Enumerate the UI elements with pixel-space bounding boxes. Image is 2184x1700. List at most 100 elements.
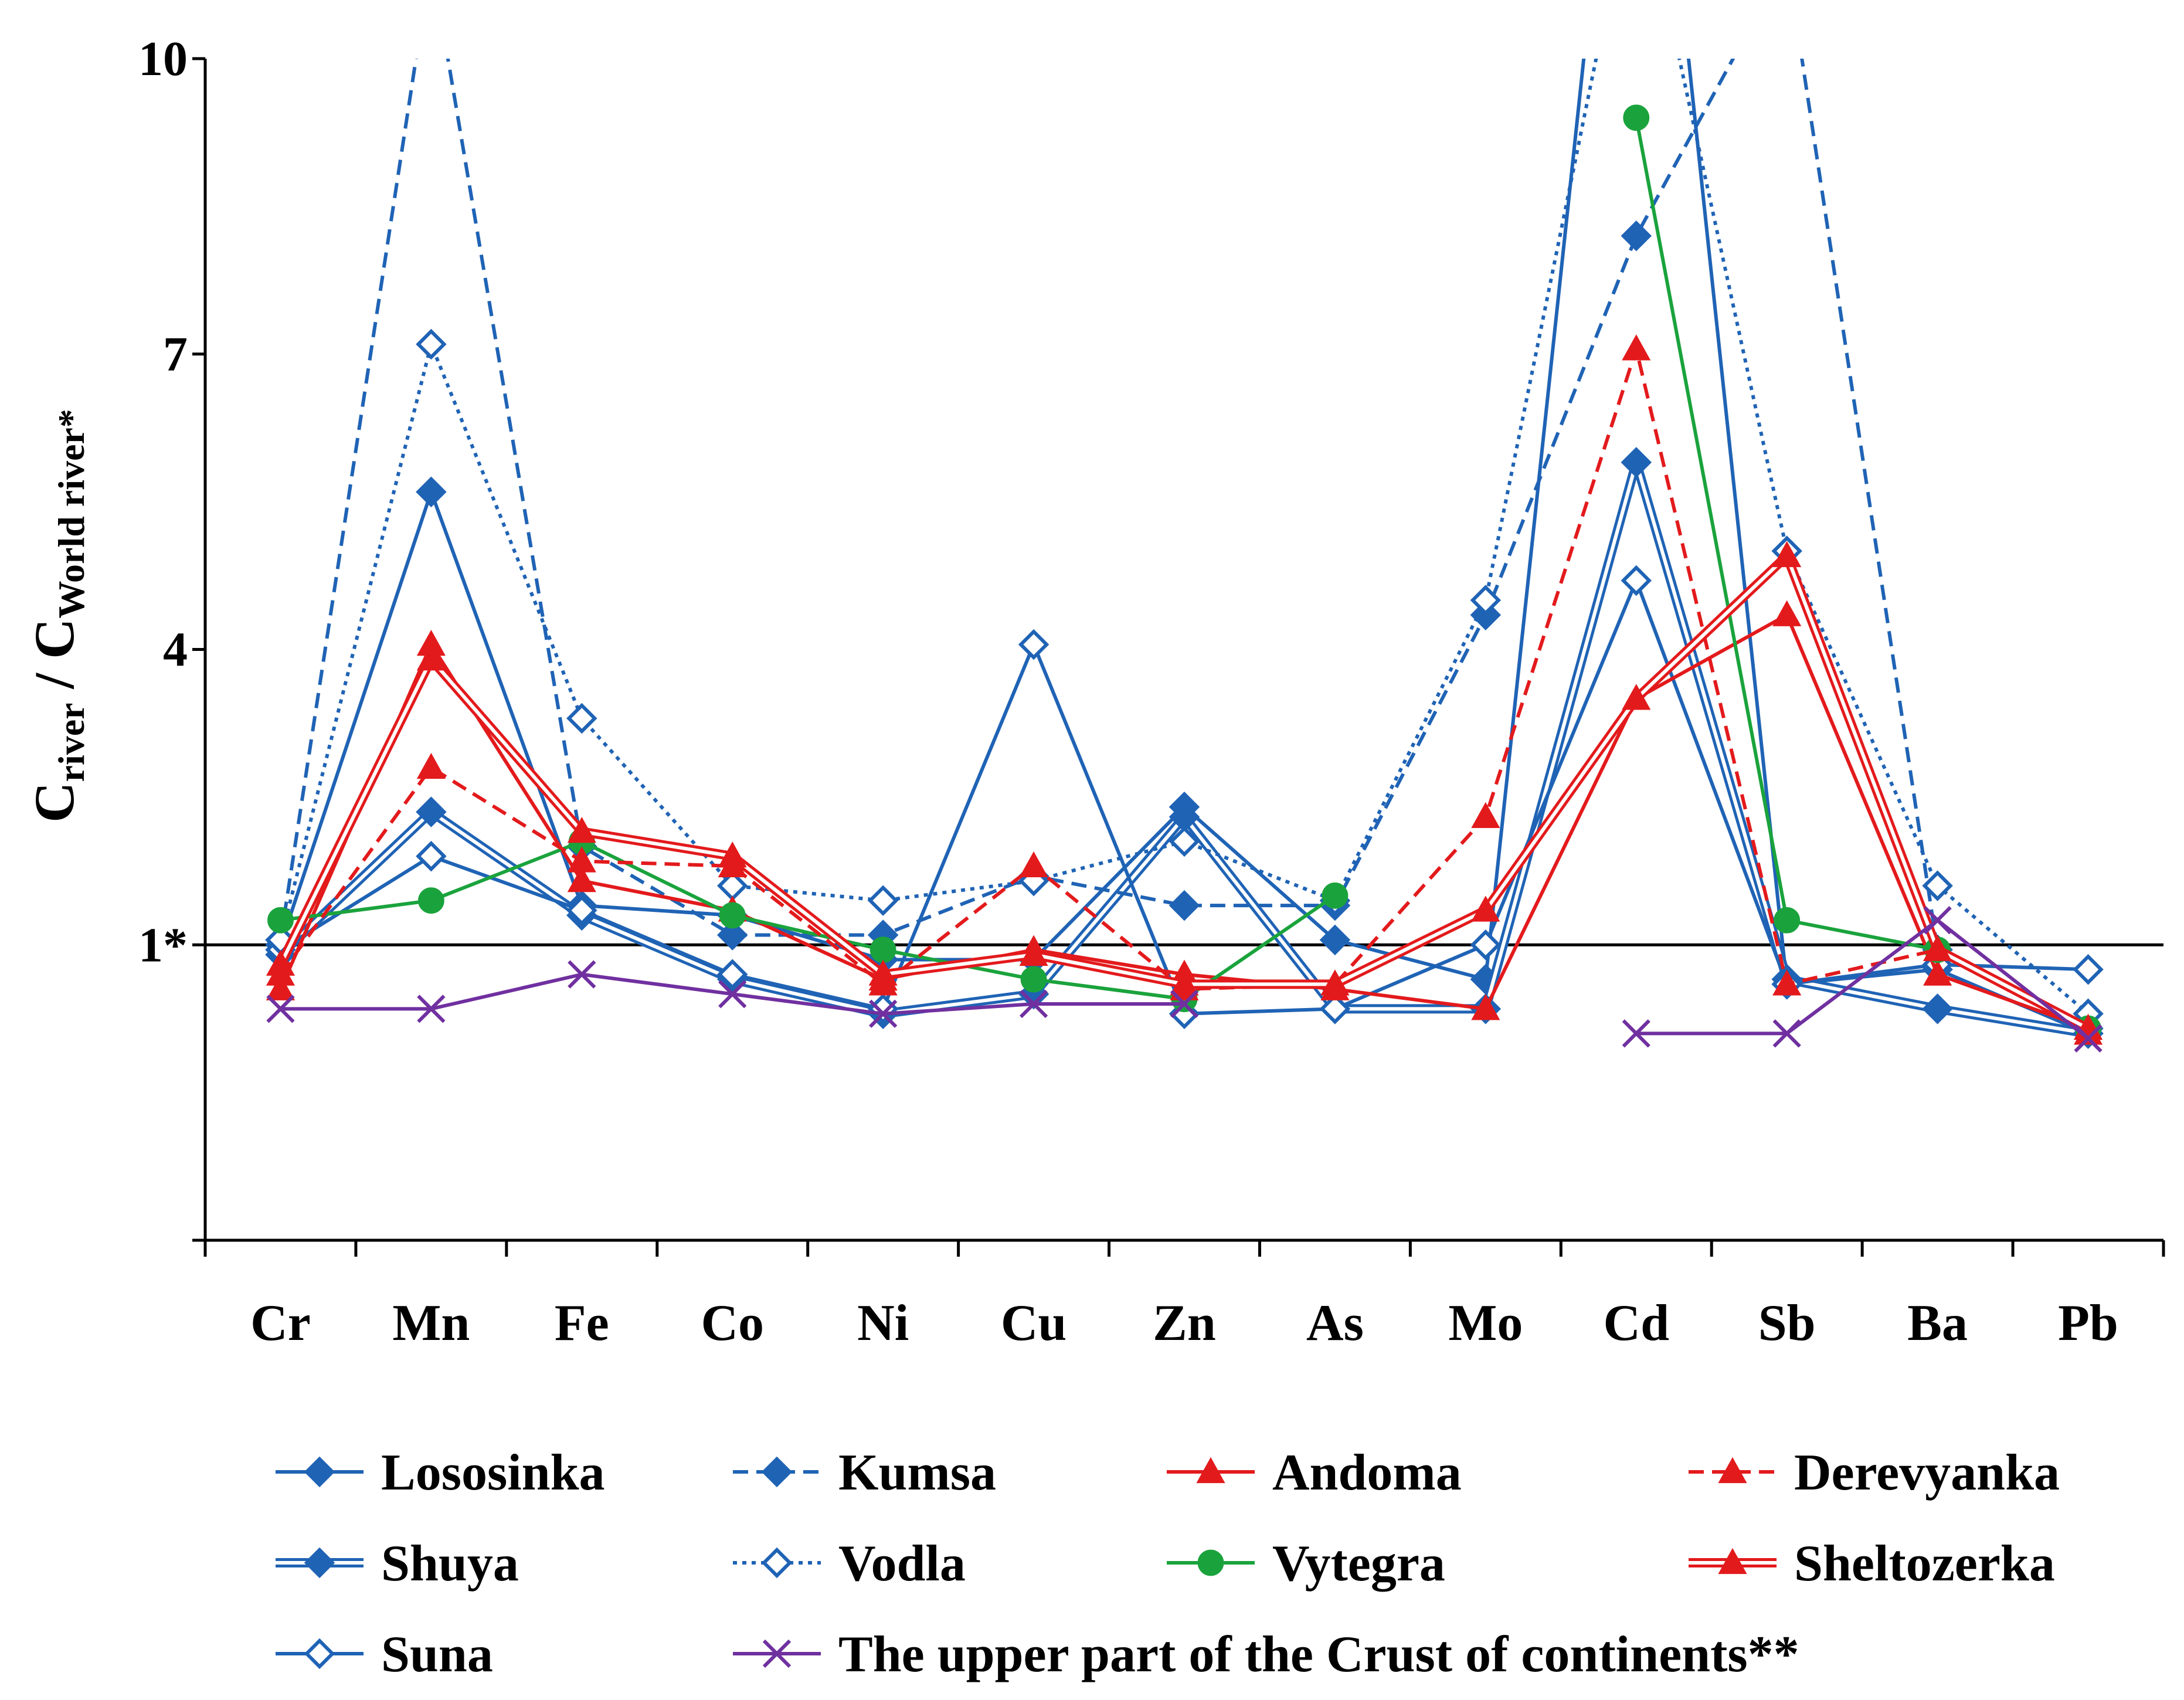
data-point [1621,565,1652,596]
data-point [1319,924,1351,956]
series-the-upper-part-of-the-crust-of-continents [266,906,2103,1053]
data-point [304,1638,335,1670]
series-vytegra [267,104,2101,1042]
legend-item-vodla: Vodla [733,1535,966,1592]
legend-label: Vytegra [1272,1535,1445,1592]
data-point [304,1456,335,1488]
data-point [1471,802,1500,829]
data-point [1922,870,1953,901]
series-derevyanka [266,334,2103,1045]
y-tick-label: 10 [138,32,188,86]
data-point [761,1456,793,1488]
data-point [1197,1549,1224,1576]
legend-item-suna: Suna [276,1626,493,1683]
data-point [416,752,446,779]
data-point [1322,882,1349,909]
data-point [869,936,896,963]
data-point [761,1547,793,1579]
series-line [278,59,2089,1030]
x-tick-label: Cr [250,1295,311,1352]
y-tick-label: 4 [163,623,188,677]
legend-label: Sheltozerka [1794,1535,2055,1592]
data-point [267,907,294,934]
legend-item-derevyanka: Derevyanka [1689,1444,2060,1501]
legend-item-andoma: Andoma [1167,1444,1462,1501]
data-point [416,796,447,827]
data-point [416,840,447,872]
data-point [1170,969,1199,996]
data-point [1020,966,1047,993]
legend-label: Shuya [381,1535,519,1592]
data-point [1622,1019,1650,1048]
x-tick-label: Zn [1153,1295,1216,1352]
data-point [1621,220,1652,252]
data-point [2073,954,2104,985]
axes: 1* 4 7 10 Cr Mn Fe Co Ni Cu Zn As Mo Cd Sb Ba Pb [138,32,2165,1352]
data-point [868,959,898,986]
data-point [1319,993,1351,1024]
data-point [1019,851,1048,878]
data-point [304,1547,335,1579]
x-tick-label: Cu [1001,1295,1067,1352]
x-tick-label: Sb [1758,1295,1816,1352]
legend-item-lososinka: Lososinka [276,1444,605,1501]
legend-item-vytegra: Vytegra [1167,1535,1445,1592]
data-point [1774,907,1801,934]
data-point [1772,1019,1801,1048]
data-point [1772,600,1802,626]
x-tick-label: Pb [2058,1295,2118,1352]
x-tick-label: Fe [555,1295,609,1352]
series-line [280,839,1336,1001]
data-point [1320,969,1350,996]
series-line-outer [277,457,2089,1039]
data-point [719,902,746,929]
data-point [716,919,748,951]
legend-label: Lososinka [381,1444,605,1501]
data-point [417,887,444,914]
y-axis-title: Criver / CWorld river* [23,409,92,823]
legend-item-sheltozerka: Sheltozerka [1689,1535,2055,1592]
data-point [1623,104,1650,131]
series-sheltozerka [266,541,2103,1040]
data-point [1471,994,1500,1020]
legend-item-the-upper-part-of-the-crust-of-continents: The upper part of the Crust of continent… [733,1626,1799,1683]
legend-label: Andoma [1272,1444,1462,1501]
data-point [718,841,747,868]
data-point [567,817,596,843]
legend: Lososinka Kumsa Andoma Derevyanka Shuya Vodla… [276,1444,2060,1683]
data-point [416,644,446,671]
data-point [1923,906,1952,935]
data-point [266,974,295,1000]
data-point [266,995,295,1023]
legend-label: Vodla [838,1535,966,1592]
data-point [1196,1457,1225,1484]
series-shuya [265,447,2104,1049]
data-point [416,328,447,360]
data-point [266,949,295,976]
data-point [869,999,898,1028]
data-point [1019,989,1048,1019]
data-point [416,476,447,508]
data-point [1169,826,1200,857]
data-point [1018,629,1049,660]
data-point [1772,969,1802,996]
data-point [1470,929,1502,961]
y-tick-label: 1* [138,918,188,972]
series-line [1636,918,2090,1040]
data-point [567,846,596,873]
y-axis-label: Criver / CWorld river* [23,409,92,823]
data-point [718,980,747,1009]
x-tick-label: Ba [1907,1295,1968,1352]
data-point [1772,541,1802,568]
data-point [1621,447,1652,478]
x-tick-label: Cd [1604,1295,1670,1352]
data-point [1923,959,1952,986]
legend-label: The upper part of the Crust of continent… [838,1626,1799,1683]
data-point [566,895,597,926]
data-point [1019,939,1048,966]
series-layer [265,59,2104,1053]
legend-label: Suna [381,1626,493,1683]
data-point [716,959,748,990]
data-point [1718,1548,1747,1575]
